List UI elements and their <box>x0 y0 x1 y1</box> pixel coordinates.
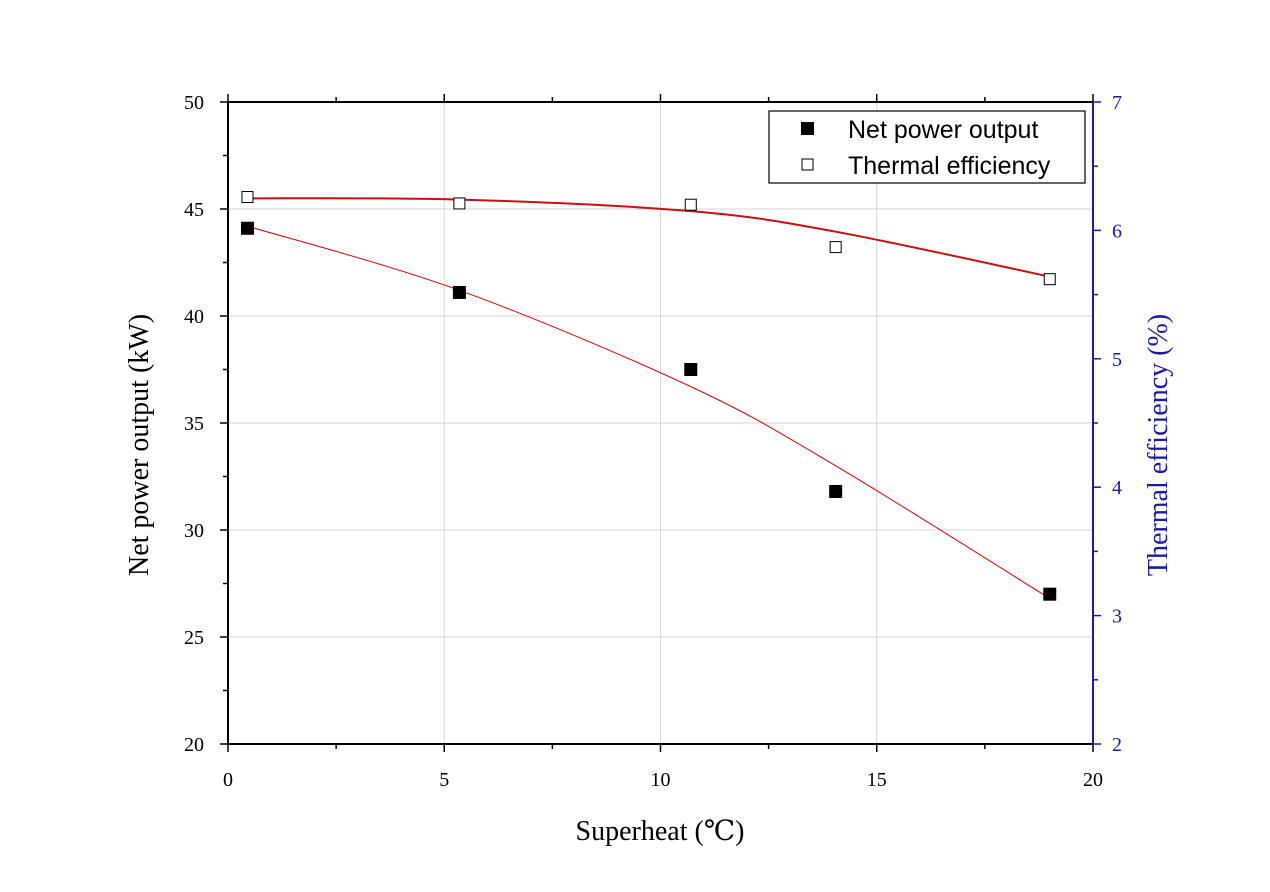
x-axis-title: Superheat (℃) <box>576 816 745 847</box>
data-points <box>240 191 1057 601</box>
left-y-tick-label-6: 50 <box>184 92 204 114</box>
x-tick-label-3: 15 <box>867 769 887 791</box>
net-power-point-0 <box>240 221 254 235</box>
right-y-axis-title: Thermal efficiency (%) <box>1143 314 1174 576</box>
legend-box <box>768 110 1086 184</box>
thermal-efficiency-point-0 <box>241 191 254 204</box>
x-tick-label-4: 20 <box>1083 769 1103 791</box>
gridlines <box>228 102 1093 744</box>
x-tick-label-2: 10 <box>651 769 671 791</box>
right-y-tick-label-1: 3 <box>1112 606 1122 628</box>
right-y-tick-label-4: 6 <box>1112 220 1122 242</box>
left-y-tick-label-3: 35 <box>184 413 204 435</box>
right-y-tick-label-2: 4 <box>1112 477 1122 499</box>
thermal-efficiency-point-2 <box>684 198 697 211</box>
left-y-tick-label-5: 45 <box>184 199 204 221</box>
right-y-tick-label-0: 2 <box>1112 734 1122 756</box>
fit-curve-net-power <box>247 225 1051 599</box>
legend-marker-thermal-efficiency <box>801 158 814 171</box>
legend: Net power output Thermal efficiency <box>768 110 1086 184</box>
thermal-efficiency-point-4 <box>1043 273 1056 286</box>
x-tick-label-1: 5 <box>439 769 449 791</box>
left-y-axis-title: Net power output (kW) <box>124 314 155 576</box>
left-y-tick-label-0: 20 <box>184 734 204 756</box>
legend-label-thermal-efficiency: Thermal efficiency <box>848 152 1051 180</box>
net-power-point-4 <box>1043 587 1057 601</box>
left-y-tick-label-2: 30 <box>184 520 204 542</box>
left-y-tick-label-1: 25 <box>184 627 204 649</box>
legend-label-net-power: Net power output <box>848 116 1038 144</box>
legend-marker-net-power <box>801 122 814 135</box>
fit-curve-thermal-efficiency <box>247 197 1050 278</box>
net-power-point-1 <box>452 285 466 299</box>
thermal-efficiency-point-3 <box>829 241 842 254</box>
left-y-tick-label-4: 40 <box>184 306 204 328</box>
thermal-efficiency-point-1 <box>453 197 466 210</box>
right-y-tick-label-5: 7 <box>1112 92 1122 114</box>
x-tick-label-0: 0 <box>223 769 233 791</box>
net-power-point-2 <box>684 363 698 376</box>
right-y-tick-label-3: 5 <box>1112 349 1122 371</box>
net-power-point-3 <box>829 484 843 498</box>
fit-curves <box>247 197 1051 599</box>
